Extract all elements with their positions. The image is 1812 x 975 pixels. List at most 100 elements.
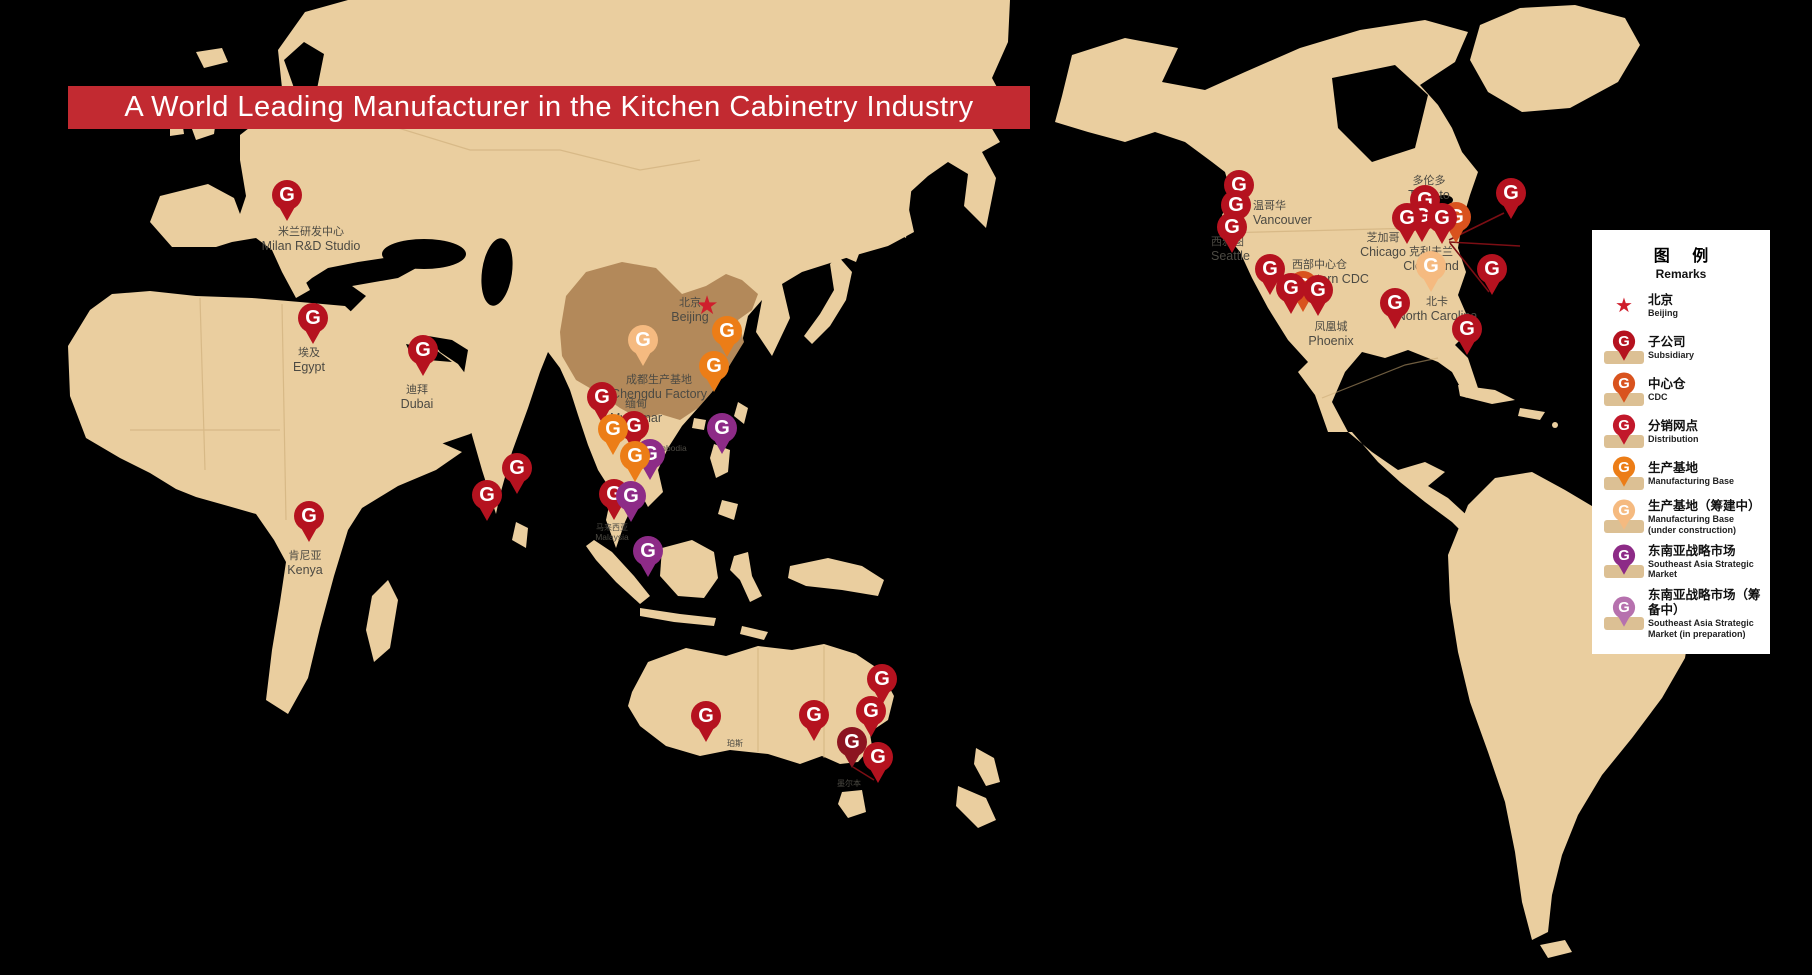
legend-title-en: Remarks bbox=[1655, 267, 1707, 281]
island-tasmania bbox=[838, 790, 866, 818]
pin-tail bbox=[1422, 276, 1440, 292]
label-zh: 米兰研发中心 bbox=[278, 226, 344, 238]
island-mindanao bbox=[718, 500, 738, 520]
legend-label-zh: 东南亚战略市场 bbox=[1648, 543, 1736, 558]
legend-label-en: CDC bbox=[1648, 392, 1668, 403]
legend-pin-icon: G bbox=[1600, 544, 1648, 579]
pin-tail bbox=[1617, 474, 1631, 487]
legend-pin-t-dist: G bbox=[1612, 414, 1636, 445]
pin-tail bbox=[1617, 614, 1631, 627]
legend-item-2: G 中心仓 CDC bbox=[1600, 372, 1762, 407]
map-pin-melbourne: G bbox=[836, 727, 868, 769]
island-hokkaido bbox=[842, 240, 862, 262]
pin-tail bbox=[604, 439, 622, 455]
map-label-egypt: 埃及 Egypt bbox=[293, 347, 325, 375]
pin-logo-letter: G bbox=[298, 303, 328, 333]
pin-tail bbox=[1617, 562, 1631, 575]
continent-eurasia bbox=[150, 0, 1010, 548]
label-en: Chengdu Factory bbox=[611, 386, 707, 401]
island-java bbox=[640, 608, 716, 626]
legend-panel: 图 例 Remarks ★ 北京 Beijing G 子公司 Subsidiary G 中心仓… bbox=[1592, 230, 1770, 654]
label-zh: 凤凰城 bbox=[1314, 321, 1348, 333]
beijing-star-icon: ★ bbox=[695, 290, 719, 320]
map-pin-florida: G bbox=[1451, 314, 1483, 356]
map-label-malaysia: 马来西亚 Malaysia bbox=[595, 523, 629, 542]
pin-tail bbox=[1617, 390, 1631, 403]
continent-africa bbox=[68, 291, 462, 714]
pin-logo-letter: G bbox=[699, 351, 729, 381]
legend-label-zh: 东南亚战略市场（筹备中） bbox=[1648, 588, 1761, 618]
legend-label-zh: 生产基地（筹建中） bbox=[1648, 499, 1761, 513]
map-label-milan: 米兰研发中心 Milan R&D Studio bbox=[262, 226, 361, 254]
island-borneo bbox=[660, 540, 718, 598]
map-label-chengdu: 成都生产基地 Chengdu Factory bbox=[611, 374, 707, 402]
island-cuba bbox=[1458, 385, 1515, 404]
pin-logo-letter: G bbox=[1612, 544, 1636, 567]
legend-item-3: G 分销网点 Distribution bbox=[1600, 414, 1762, 449]
legend-pin-t-sea: G bbox=[1612, 544, 1636, 575]
pin-tail bbox=[1261, 279, 1279, 295]
island-hainan bbox=[692, 418, 706, 430]
pin-tail bbox=[843, 752, 861, 768]
island-iceland bbox=[196, 48, 228, 68]
legend-pin-t-cdc: G bbox=[1612, 372, 1636, 403]
label-zh: 成都生产基地 bbox=[625, 374, 692, 386]
map-pin-north-carolina: G bbox=[1415, 251, 1447, 293]
map-pin-phoenix-1: G bbox=[1275, 273, 1307, 315]
pin-logo-letter: G bbox=[1392, 203, 1422, 233]
legend-label-en: Manufacturing Base (under construction) bbox=[1648, 514, 1736, 535]
map-label-cambodia: Cambodia bbox=[648, 443, 687, 453]
legend-items: ★ 北京 Beijing G 子公司 Subsidiary G 中心仓 CDC G 分销网点 Dist… bbox=[1600, 289, 1762, 640]
map-pin-philippines: G bbox=[706, 413, 738, 455]
pin-tail bbox=[713, 438, 731, 454]
island-greenland bbox=[1470, 5, 1640, 112]
island-timor bbox=[740, 626, 768, 640]
map-label-melbourne: 墨尔本 bbox=[837, 779, 861, 788]
map-pin-egypt: G bbox=[297, 303, 329, 345]
map-pin-india-southeast: G bbox=[501, 453, 533, 495]
legend-item-7: G 东南亚战略市场（筹备中） Southeast Asia Strategic Ma… bbox=[1600, 588, 1762, 640]
legend-label-en: Subsidiary bbox=[1648, 350, 1695, 361]
island-japan bbox=[804, 256, 852, 344]
island-nz-south bbox=[956, 786, 996, 828]
label-en: Cambodia bbox=[648, 443, 687, 453]
label-zh: 马来西亚 bbox=[595, 523, 628, 532]
legend-pin-icon: G bbox=[1600, 330, 1648, 365]
map-pin-texas: G bbox=[1379, 288, 1411, 330]
map-label-phoenix: 凤凰城 Phoenix bbox=[1308, 321, 1353, 349]
legend-pin-t-sub: G bbox=[1612, 330, 1636, 361]
map-label-chicago: 芝加哥 Chicago bbox=[1360, 232, 1406, 260]
pin-tail bbox=[639, 561, 657, 577]
map-pin-seattle: G bbox=[1216, 212, 1248, 254]
star-icon: ★ bbox=[1615, 295, 1633, 317]
map-label-kenya: 肯尼亚 Kenya bbox=[287, 550, 322, 578]
legend-pin-icon: G bbox=[1600, 499, 1648, 534]
pin-logo-letter: G bbox=[1496, 178, 1526, 208]
label-zh: 芝加哥 bbox=[1366, 232, 1400, 244]
legend-item-0: ★ 北京 Beijing bbox=[1600, 289, 1762, 323]
island-tierra-del-fuego bbox=[1540, 940, 1572, 958]
label-zh: 肯尼亚 bbox=[288, 550, 322, 562]
pin-logo-letter: G bbox=[587, 382, 617, 412]
map-label-vancouver: 温哥华 Vancouver bbox=[1253, 200, 1312, 228]
label-en: Milan R&D Studio bbox=[261, 238, 361, 253]
label-en: Phoenix bbox=[1308, 333, 1354, 348]
pin-logo-letter: G bbox=[1612, 372, 1636, 395]
label-en: Chicago bbox=[1360, 244, 1406, 259]
map-label-perth: 珀斯 bbox=[727, 739, 743, 748]
legend-label-en: Manufacturing Base bbox=[1648, 476, 1735, 487]
island-sulawesi bbox=[730, 552, 762, 602]
label-zh: 迪拜 bbox=[405, 384, 428, 396]
legend-pin-t-mfguc: G bbox=[1612, 499, 1636, 531]
label-zh: 珀斯 bbox=[727, 739, 743, 748]
legend-item-5: G 生产基地（筹建中） Manufacturing Base (under cons… bbox=[1600, 499, 1762, 536]
pin-logo-letter: G bbox=[1612, 330, 1636, 353]
map-pin-perth: G bbox=[690, 701, 722, 743]
map-pin-chengdu: G bbox=[627, 325, 659, 367]
map-pin-atlantic-2: G bbox=[1476, 254, 1508, 296]
map-pin-east-china-2: G bbox=[698, 351, 730, 393]
legend-pin-icon: G bbox=[1600, 596, 1648, 631]
pin-tail bbox=[1617, 432, 1631, 445]
title-banner: A World Leading Manufacturer in the Kitc… bbox=[68, 86, 1030, 129]
